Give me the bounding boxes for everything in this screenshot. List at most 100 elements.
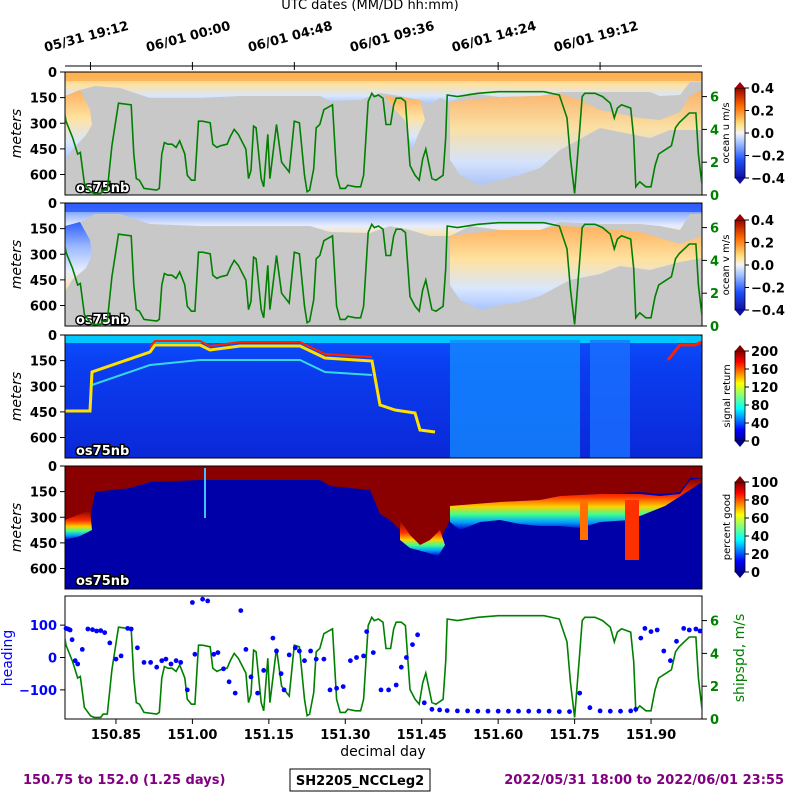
top-tick-label: 05/31 19:12 [43,19,131,56]
colorbar-tick-label: 100 [751,476,778,491]
axes-layer: 0150300450600meters0150300450600meters01… [9,66,719,743]
heading-point [327,687,333,693]
heading-point [536,708,542,714]
footer-range-text: 150.75 to 152.0 (1.25 days) [23,773,225,788]
colorbar-pg-bar [734,481,746,573]
shipspd-tick-label: 4 [710,254,719,269]
top-tick-label: 06/01 14:24 [450,19,538,56]
heading-point [364,629,370,634]
colorbar-tick-label: 200 [751,345,778,360]
pg-left-drop [65,510,92,540]
heading-point [141,660,147,665]
depth-tick-label: 300 [30,380,57,395]
heading-point [205,598,211,604]
heading-point [184,687,190,693]
heading-point [638,635,644,641]
pg-thin-line [204,468,206,518]
heading-point [661,648,667,654]
heading-tick-label: −100 [19,684,57,699]
colorbar-pg: percent good [722,476,746,578]
colorbar-u-bar [734,87,746,179]
x-tick-label: 150.85 [91,728,141,743]
heading-point [302,658,307,664]
colorbar-tick-label: 80 [751,399,769,414]
shipspd-line [65,614,702,719]
depth-tick-label: 0 [48,197,57,212]
heading-point [190,600,195,605]
amp-mid-column [450,340,580,458]
depth-tick-label: 450 [30,537,57,552]
depth-tick-label: 300 [30,117,57,132]
heading-point [597,708,603,714]
heading-point [98,628,104,633]
heading-point [232,690,238,696]
colorbar-tick-label: 0 [751,566,760,581]
x-tick-label: 151.00 [167,728,217,743]
depth-tick-label: 600 [30,432,57,447]
amp-bottom-echo [65,343,436,434]
colorbar-tick-label: −0.2 [751,282,785,297]
heading-point [398,664,404,670]
pg-good-region [65,466,702,548]
u-mid-drop [385,96,425,150]
depth-axis-label: meters [9,372,25,421]
depth-tick-label: 0 [48,460,57,475]
heading-point [697,628,703,634]
colorbar-tick-label: −0.4 [751,172,785,187]
x-tick-label: 151.15 [244,728,294,743]
shipspd-tick-label: 0 [710,320,719,335]
colorbar-tick-label: 40 [751,530,769,545]
u-instrument-label: os75nb [76,181,129,196]
heading-point [102,630,108,635]
x-tick-label: 151.45 [397,728,447,743]
cruise-id-box [289,768,431,792]
heading-point [159,658,165,664]
heading-point [148,660,154,665]
heading-point [475,708,481,714]
heading-point [567,709,572,714]
heading-axis-label: heading [0,630,16,687]
heading-point [465,708,470,714]
heading-point [495,708,501,714]
colorbar-tick-label: 0.4 [751,82,774,97]
heading-tick-label: 100 [30,619,57,634]
colorbar-tick-label: 0.0 [751,127,774,142]
heading-point [654,627,660,633]
v-frame [64,202,703,327]
colorbar-tick-label: 60 [751,512,769,527]
colorbar-pg-label: percent good [722,494,733,560]
pg-instrument-label: os75nb [76,574,129,589]
series-layer [63,90,703,719]
heading-point [238,608,244,613]
heading-point [107,640,113,646]
heading-point [118,653,124,659]
amp-frame [64,334,703,459]
depth-tick-label: 150 [30,486,57,501]
top-tick-label: 06/01 19:12 [552,19,640,56]
shipspd-tick-label: 4 [710,123,719,138]
x-tick-label: 151.90 [626,728,676,743]
heading-point [313,656,319,662]
shipspd-tick-label: 0 [710,713,719,728]
depth-tick-label: 150 [30,355,57,370]
pg-mid-drop [400,520,445,556]
heading-point [211,651,217,657]
shipspd-line [65,90,702,195]
colorbar-u: ocean u m/s [721,82,746,184]
colorbar-v-bar [734,219,746,311]
colorbar-amp-label: signal return [722,364,733,427]
colorbar-tick-label: 40 [751,417,769,432]
heading-point [686,627,692,633]
heading-point [75,661,81,667]
heading-point [79,647,85,652]
heading-point [485,708,491,714]
colorbar-amp-bar [734,350,746,442]
colorbar-tick-label: 0.2 [751,237,774,252]
heading-point [340,684,346,689]
heading-point [607,708,613,714]
depth-tick-label: 0 [48,329,57,344]
panel-heading-shipspd: heading shipspd, m/s decimal day [0,595,748,760]
heading-point [668,658,673,664]
u-deep-region [450,90,702,185]
heading-point [308,648,313,654]
